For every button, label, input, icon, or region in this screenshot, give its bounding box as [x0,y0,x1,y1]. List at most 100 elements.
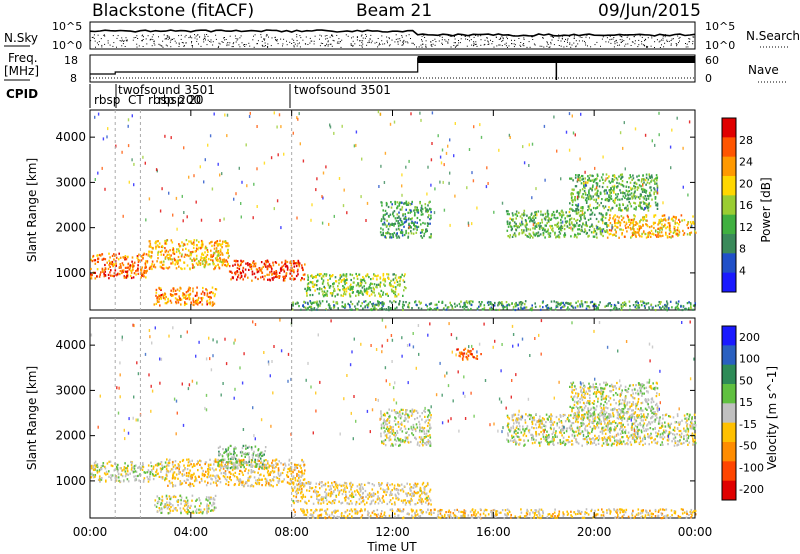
power-cell [225,241,228,245]
power-cell [247,262,249,265]
power-cell [327,284,330,287]
velocity-cell [218,454,220,457]
power-cell [194,301,196,304]
velocity-cell [278,478,281,481]
noise-search-dot [235,38,237,39]
noise-search-dot [359,44,361,46]
power-cell [362,276,364,279]
velocity-cell [287,467,289,471]
noise-search-dot [125,37,127,39]
power-cell [550,214,553,217]
power-cell [594,230,597,233]
noise-search-dot [506,36,508,38]
noise-search-dot [232,46,234,48]
power-sparse-cell [144,161,146,165]
power-cell [389,300,391,303]
power-cell [373,283,376,286]
noise-search-dot [658,41,660,43]
noise-search-dot [332,35,334,37]
velocity-cell [133,475,135,478]
noise-search-dot [496,45,498,47]
power-cell [221,253,224,256]
power-sparse-cell [343,188,345,192]
noise-search-dot [93,34,95,36]
noise-search-dot [313,43,315,45]
velocity-cell [288,469,291,473]
noise-search-dot [507,38,508,40]
power-cell [654,201,657,204]
velocity-cell [214,460,217,463]
velocity-cell [109,460,112,463]
power-cell [645,198,648,201]
power-cell [520,307,522,310]
power-cell [519,222,521,225]
power-cell [94,259,97,262]
power-cell [586,181,589,184]
power-cell [568,220,571,223]
power-cell [161,263,164,267]
power-cell [286,268,289,271]
velocity-cell [189,482,192,485]
power-cell [370,293,373,296]
noise-search-dot [567,41,568,43]
power-cell [616,181,618,184]
noise-search-dot [167,35,169,37]
power-cell [640,300,642,303]
noise-search-dot [692,40,694,42]
power-cell [609,222,612,225]
power-cell [388,277,390,280]
power-cell [188,254,190,258]
power-cell [631,195,633,198]
velocity-cell [189,460,191,463]
power-sparse-cell [454,122,456,125]
velocity-cell [251,470,254,473]
noise-search-dot [309,37,311,39]
noise-search-dot [513,46,515,48]
power-sparse-cell [531,196,533,200]
velocity-cell [166,463,169,466]
power-sparse-cell [168,191,170,195]
power-cell [647,232,649,235]
power-cell [546,222,548,225]
noise-search-dot [551,39,553,41]
velocity-cell [174,477,176,480]
power-cell [210,254,212,257]
power-cell [515,210,518,213]
velocity-cell [242,444,245,447]
power-cell [687,226,690,230]
power-ytick-label: 1000 [55,266,86,280]
power-cell [577,300,579,303]
velocity-cell [304,469,306,472]
power-cell [221,261,223,264]
power-cell [215,242,218,245]
velocity-cell [222,461,224,464]
velocity-cell [226,476,229,479]
velocity-cell [270,484,273,487]
velocity-cell [282,463,285,466]
power-cell [199,301,202,304]
power-cell [565,301,568,304]
power-cell [571,221,573,224]
power-cell [628,223,631,227]
power-cell [389,233,391,236]
velocity-cell [210,477,212,480]
power-cell [366,274,369,277]
power-cell [405,301,407,304]
power-cell [179,244,182,247]
power-cell [620,176,623,179]
noise-search-dot [330,43,332,45]
noise-search-dot [619,39,621,41]
power-cell [370,282,372,285]
velocity-cell [157,472,159,475]
power-cell [113,272,116,275]
power-cell [307,276,310,279]
power-cell [112,265,114,268]
power-cell [324,287,326,290]
noise-search-dot [573,37,575,39]
velocity-cell [263,463,266,466]
power-cell [622,203,624,206]
power-cell [149,255,151,258]
power-cell [572,192,574,196]
noise-search-dot [265,35,267,37]
power-cell [547,228,549,231]
